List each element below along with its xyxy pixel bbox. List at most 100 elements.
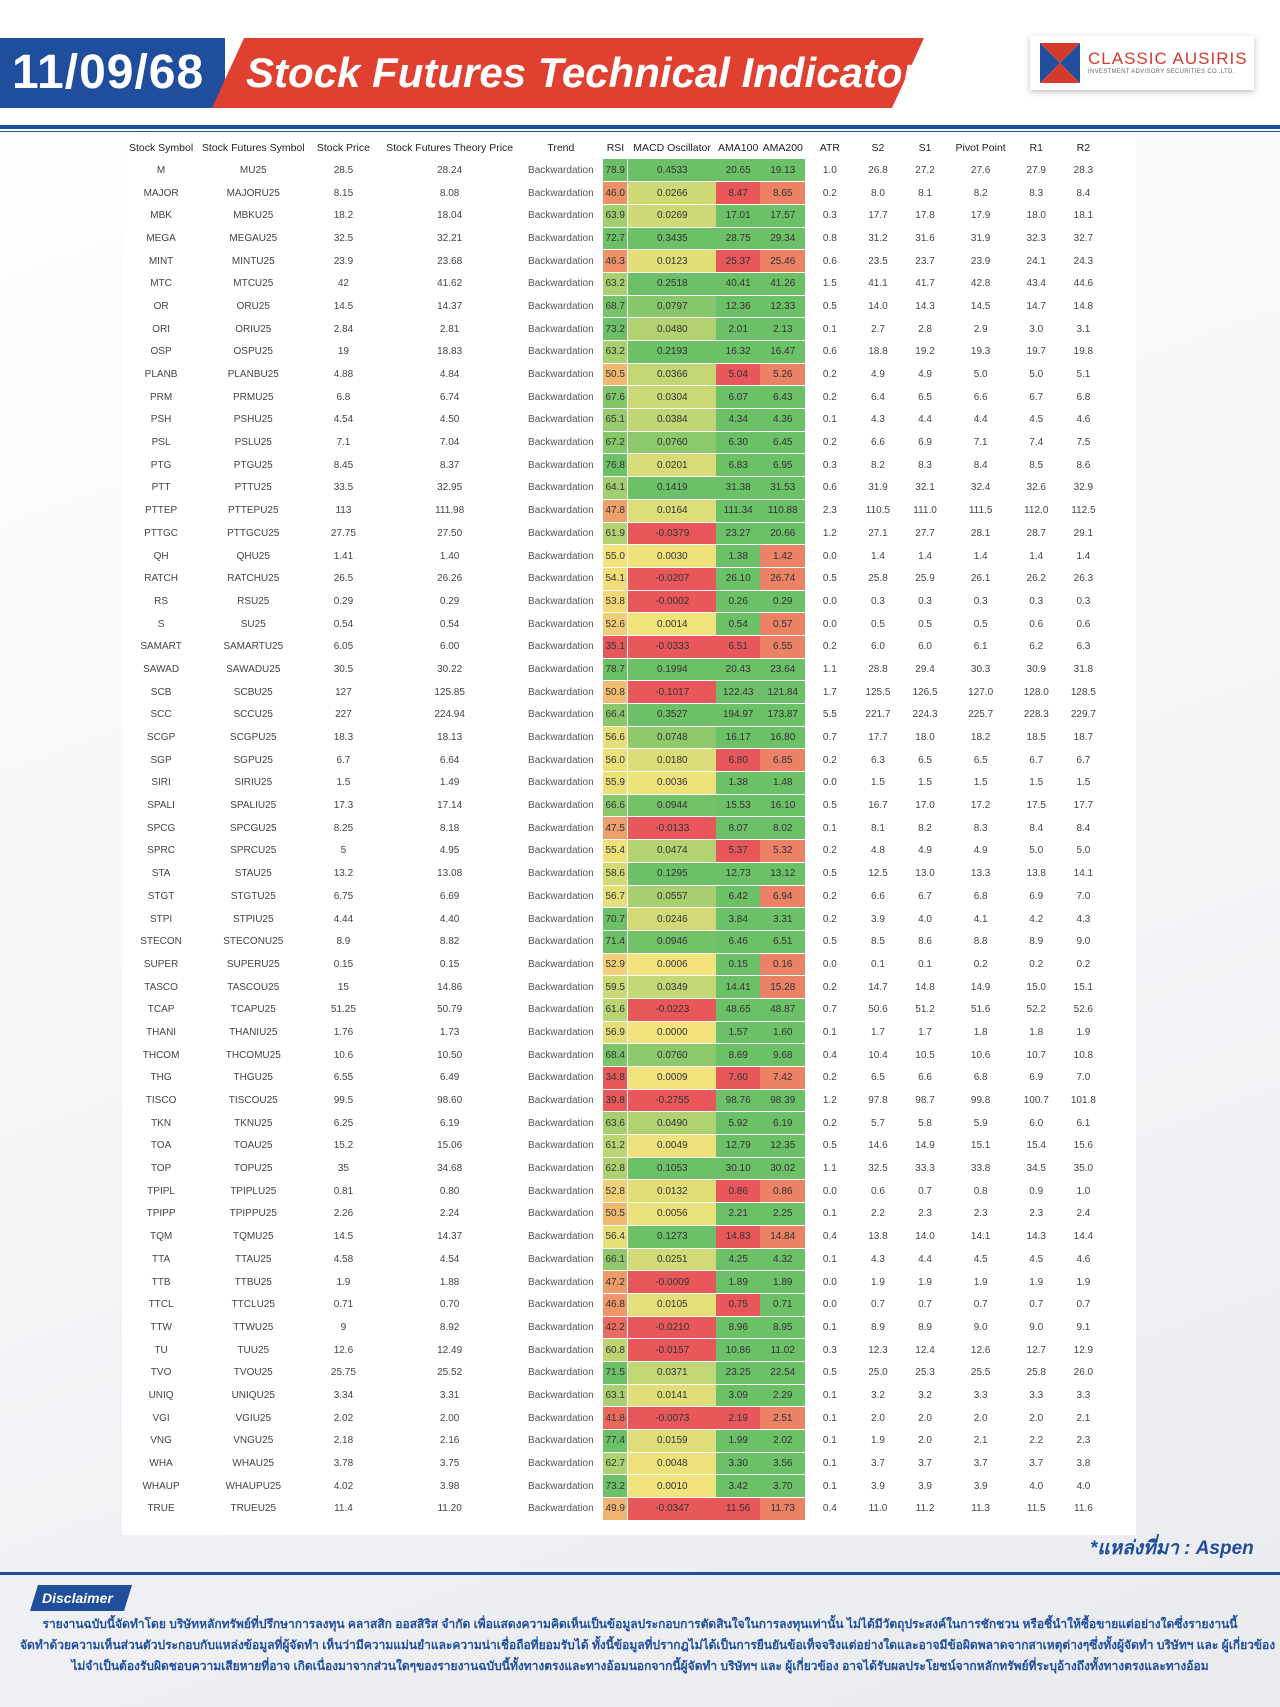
cell-ama100: 26.10 bbox=[716, 567, 761, 591]
cell-s2: 11.0 bbox=[868, 1503, 888, 1515]
cell-trend: Backwardation bbox=[528, 1276, 594, 1288]
cell-pivot: 1.8 bbox=[973, 1026, 988, 1038]
cell-r2: 1.9 bbox=[1076, 1276, 1091, 1288]
cell-s2: 125.5 bbox=[865, 686, 891, 698]
cell-r1: 1.4 bbox=[1029, 550, 1044, 562]
cell-rsi: 66.4 bbox=[602, 703, 628, 727]
cell-futures-symbol: PLANBU25 bbox=[227, 369, 279, 381]
cell-ama200: 6.43 bbox=[760, 385, 806, 410]
cell-r1: 6.2 bbox=[1029, 641, 1044, 653]
cell-ama100: 2.19 bbox=[716, 1406, 761, 1430]
cell-stock-symbol: TKN bbox=[151, 1117, 172, 1129]
cell-futures-symbol: SGPU25 bbox=[233, 754, 273, 766]
cell-atr: 1.2 bbox=[822, 1095, 837, 1107]
cell-trend: Backwardation bbox=[528, 1480, 594, 1492]
cell-s2: 3.9 bbox=[870, 1480, 885, 1492]
cell-stock-price: 7.1 bbox=[336, 437, 351, 449]
cell-macd: -0.0073 bbox=[627, 1406, 717, 1430]
cell-ama200: 98.39 bbox=[760, 1089, 806, 1113]
cell-r2: 5.1 bbox=[1076, 369, 1091, 381]
cell-theory-price: 14.37 bbox=[437, 1231, 463, 1243]
cell-atr: 0.7 bbox=[822, 732, 837, 744]
cell-trend: Backwardation bbox=[528, 1503, 594, 1515]
cell-rsi: 61.9 bbox=[602, 522, 628, 546]
cell-trend: Backwardation bbox=[528, 1004, 594, 1016]
cell-theory-price: 4.95 bbox=[439, 845, 460, 857]
cell-r1: 11.5 bbox=[1026, 1503, 1046, 1515]
cell-macd: 0.0036 bbox=[627, 771, 717, 795]
cell-r2: 31.8 bbox=[1073, 663, 1094, 675]
table-row: VGI VGIU25 2.02 2.00 Backwardation 41.8 -0.007… bbox=[122, 1406, 1107, 1430]
cell-ama100: 3.84 bbox=[716, 907, 761, 931]
cell-atr: 0.2 bbox=[822, 1072, 837, 1084]
cell-atr: 0.3 bbox=[822, 1344, 837, 1356]
cell-pivot: 3.9 bbox=[973, 1480, 988, 1492]
cell-macd: 0.0760 bbox=[627, 1043, 717, 1067]
cell-rsi: 56.6 bbox=[602, 726, 628, 750]
cell-stock-symbol: S bbox=[157, 618, 165, 630]
cell-rsi: 68.4 bbox=[602, 1043, 628, 1067]
cell-ama100: 6.07 bbox=[716, 385, 761, 410]
cell-atr: 0.1 bbox=[822, 1435, 837, 1447]
cell-rsi: 46.0 bbox=[602, 181, 628, 205]
cell-atr: 0.1 bbox=[822, 1458, 837, 1470]
cell-ama100: 20.65 bbox=[716, 159, 761, 183]
cell-macd: 0.1273 bbox=[627, 1225, 717, 1249]
cell-futures-symbol: MU25 bbox=[239, 164, 267, 176]
cell-s1: 14.8 bbox=[915, 981, 935, 993]
cell-ama200: 13.12 bbox=[760, 862, 806, 886]
cell-trend: Backwardation bbox=[528, 232, 594, 244]
cell-rsi: 46.3 bbox=[602, 249, 628, 273]
cell-ama200: 9.68 bbox=[760, 1043, 806, 1067]
cell-pivot: 31.9 bbox=[970, 232, 991, 244]
cell-macd: -0.0379 bbox=[627, 522, 717, 546]
cell-s1: 4.4 bbox=[918, 414, 932, 426]
cell-macd: 0.0056 bbox=[627, 1202, 717, 1226]
cell-rsi: 41.8 bbox=[602, 1406, 628, 1430]
cell-atr: 0.2 bbox=[822, 890, 837, 902]
cell-r1: 8.4 bbox=[1029, 822, 1044, 834]
cell-stock-symbol: RS bbox=[154, 595, 169, 607]
cell-rsi: 49.9 bbox=[602, 1497, 628, 1521]
cell-r2: 14.4 bbox=[1073, 1231, 1094, 1243]
report-date: 11/09/68 bbox=[0, 38, 225, 108]
cell-pivot: 51.6 bbox=[970, 1004, 991, 1016]
cell-ama200: 6.94 bbox=[760, 885, 806, 909]
column-header-trend: Trend bbox=[547, 142, 575, 154]
cell-theory-price: 8.08 bbox=[439, 187, 460, 199]
cell-trend: Backwardation bbox=[528, 187, 594, 199]
cell-theory-price: 15.06 bbox=[437, 1140, 463, 1152]
cell-s2: 27.1 bbox=[868, 527, 888, 539]
cell-s1: 17.8 bbox=[915, 210, 935, 222]
cell-rsi: 59.5 bbox=[602, 975, 628, 999]
cell-futures-symbol: SAMARTU25 bbox=[223, 641, 284, 653]
table-row: MEGA MEGAU25 32.5 32.21 Backwardation 72.7 0.3… bbox=[122, 227, 1107, 251]
cell-ama100: 14.83 bbox=[716, 1225, 761, 1249]
cell-pivot: 28.1 bbox=[970, 527, 991, 539]
cell-s1: 6.5 bbox=[918, 754, 932, 766]
cell-atr: 0.2 bbox=[822, 754, 837, 766]
cell-stock-price: 12.6 bbox=[333, 1344, 354, 1356]
cell-s2: 18.8 bbox=[868, 346, 888, 358]
cell-ama100: 0.75 bbox=[716, 1293, 761, 1317]
cell-ama100: 17.01 bbox=[716, 204, 761, 228]
table-row: TPIPP TPIPPU25 2.26 2.24 Backwardation 50.5 0.… bbox=[122, 1202, 1107, 1226]
cell-macd: 0.0304 bbox=[627, 385, 717, 410]
table-row: SAMART SAMARTU25 6.05 6.00 Backwardation 35.1… bbox=[122, 635, 1107, 659]
cell-stock-symbol: MAJOR bbox=[143, 187, 179, 199]
cell-pivot: 30.3 bbox=[970, 663, 991, 675]
cell-theory-price: 41.62 bbox=[437, 278, 463, 290]
cell-ama100: 122.43 bbox=[716, 680, 761, 704]
cell-r2: 4.0 bbox=[1076, 1480, 1091, 1492]
table-row: THANI THANIU25 1.76 1.73 Backwardation 56.9 0.… bbox=[122, 1021, 1107, 1045]
cell-r1: 24.1 bbox=[1026, 255, 1046, 267]
table-row: MBK MBKU25 18.2 18.04 Backwardation 63.9 0.026… bbox=[122, 204, 1107, 228]
table-row: STECON STECONU25 8.9 8.82 Backwardation 71.4 0… bbox=[122, 930, 1107, 954]
cell-s1: 8.9 bbox=[918, 1321, 932, 1333]
table-row: TCAP TCAPU25 51.25 50.79 Backwardation 61.6 -0… bbox=[122, 998, 1107, 1022]
cell-stock-price: 1.5 bbox=[336, 777, 351, 789]
cell-s1: 0.5 bbox=[918, 618, 932, 630]
cell-trend: Backwardation bbox=[528, 278, 594, 290]
cell-pivot: 6.5 bbox=[973, 754, 988, 766]
cell-r2: 0.6 bbox=[1076, 618, 1091, 630]
